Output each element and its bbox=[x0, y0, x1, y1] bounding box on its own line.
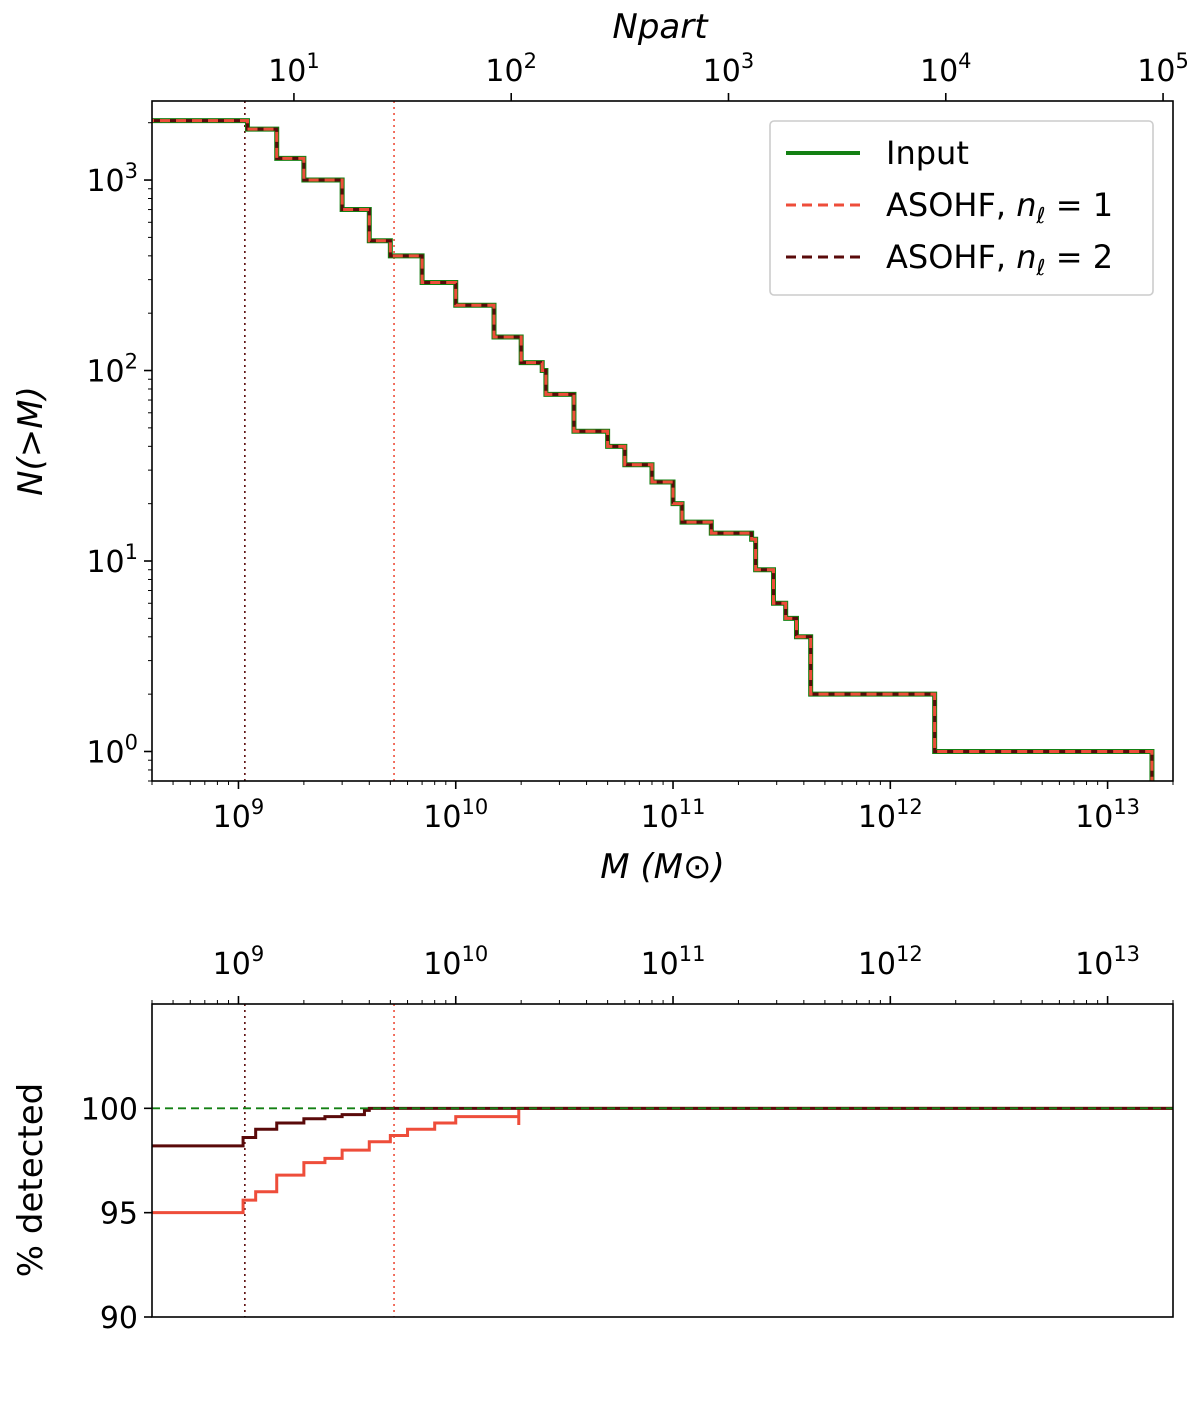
legend-box bbox=[769, 120, 1154, 296]
npart-tick-label: 101 bbox=[268, 49, 320, 89]
cumulative-series bbox=[152, 118, 1155, 781]
npart-tick-label: 102 bbox=[485, 49, 537, 89]
bottom-panel-y-ticks: 90 95 100 bbox=[81, 1092, 152, 1336]
npart-tick-label: 103 bbox=[703, 49, 755, 89]
legend-label-input: Input bbox=[886, 134, 969, 172]
series-line-asohf1 bbox=[152, 119, 1154, 781]
top-panel-x-ticks: 109 1010 1011 1012 1013 bbox=[151, 781, 1174, 835]
bottom-panel-x-ticks: 109 1010 1011 1012 1013 bbox=[151, 942, 1174, 1004]
npart-axis-label: Npart bbox=[612, 7, 709, 47]
legend-label-asohf1: ASOHF, nℓ = 1 bbox=[886, 186, 1113, 229]
x-tick-label: 1012 bbox=[858, 942, 923, 982]
npart-axis-ticks: 101102103104105106 bbox=[268, 49, 1189, 101]
detection-percentage-panel: 109 1010 1011 1012 1013 90 95 100 % detected bbox=[11, 942, 1174, 1336]
x-tick-label: 1013 bbox=[1075, 942, 1140, 982]
x-tick-label: 109 bbox=[213, 942, 265, 982]
x-tick-label: 1012 bbox=[858, 795, 923, 835]
y-tick-label: 101 bbox=[86, 540, 138, 580]
y-tick-label: 102 bbox=[86, 350, 138, 390]
y-tick-label: 103 bbox=[86, 159, 138, 199]
y-tick-label: 100 bbox=[81, 1092, 138, 1127]
legend: Input ASOHF, nℓ = 1 ASOHF, nℓ = 2 bbox=[769, 120, 1154, 296]
x-tick-label: 1010 bbox=[423, 795, 488, 835]
npart-tick-label: 104 bbox=[920, 49, 972, 89]
resolution-limit-lines bbox=[244, 1004, 395, 1317]
mass-axis-label: M (M⊙) bbox=[600, 847, 725, 887]
x-tick-label: 1013 bbox=[1075, 795, 1140, 835]
npart-tick-label: 105 bbox=[1137, 49, 1189, 89]
series-line-asohf1 bbox=[152, 1106, 1173, 1215]
x-tick-label: 1010 bbox=[423, 942, 488, 982]
top-panel-y-ticks: 100 101 102 103 bbox=[86, 122, 152, 782]
detected-axis-label: % detected bbox=[11, 1083, 51, 1277]
y-tick-label: 100 bbox=[86, 730, 138, 770]
detection-series bbox=[152, 1106, 1173, 1215]
top-plot-frame bbox=[151, 100, 1174, 782]
bottom-plot-frame bbox=[151, 1003, 1174, 1318]
x-tick-label: 109 bbox=[213, 795, 265, 835]
resolution-limit-lines bbox=[244, 101, 395, 781]
x-tick-label: 1011 bbox=[641, 942, 706, 982]
x-tick-label: 1011 bbox=[641, 795, 706, 835]
cumulative-count-axis-label: N(>M) bbox=[11, 386, 51, 496]
legend-label-asohf2: ASOHF, nℓ = 2 bbox=[886, 238, 1113, 281]
y-tick-label: 90 bbox=[100, 1301, 138, 1336]
series-line-asohf2 bbox=[152, 1106, 1173, 1148]
y-tick-label: 95 bbox=[100, 1197, 138, 1232]
